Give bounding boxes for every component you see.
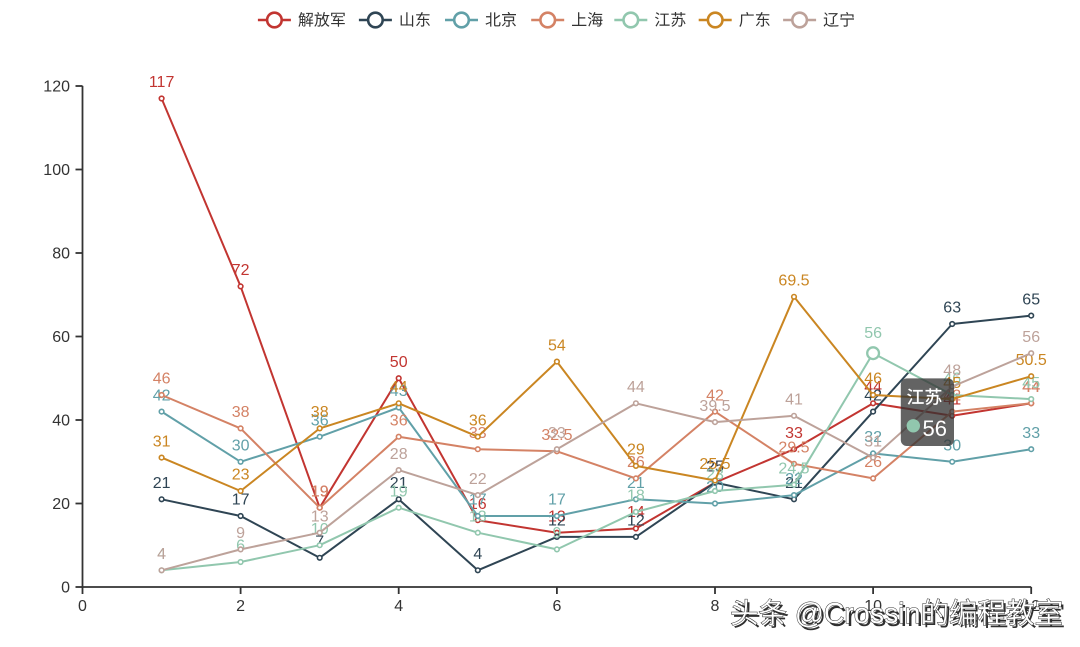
svg-text:25.5: 25.5: [699, 456, 730, 473]
svg-text:6: 6: [236, 538, 245, 555]
svg-text:6: 6: [552, 598, 561, 615]
svg-text:17: 17: [232, 492, 250, 509]
svg-text:12: 12: [627, 513, 645, 530]
svg-text:19: 19: [311, 483, 329, 500]
svg-text:41: 41: [785, 392, 803, 409]
svg-text:@Crossin: @Crossin: [795, 598, 921, 630]
svg-text:17: 17: [469, 492, 487, 509]
svg-text:21: 21: [153, 475, 171, 492]
svg-text:54: 54: [548, 337, 566, 354]
svg-text:56: 56: [923, 416, 947, 441]
svg-text:45: 45: [1022, 375, 1040, 392]
svg-text:21: 21: [627, 475, 645, 492]
svg-text:40: 40: [52, 413, 70, 430]
svg-text:120: 120: [43, 79, 70, 96]
svg-text:50: 50: [390, 354, 408, 371]
svg-text:4: 4: [157, 546, 166, 563]
svg-text:18: 18: [627, 488, 645, 505]
svg-text:48: 48: [943, 362, 961, 379]
svg-text:21: 21: [390, 475, 408, 492]
svg-text:33: 33: [548, 425, 566, 442]
svg-text:23: 23: [232, 467, 250, 484]
svg-text:63: 63: [943, 300, 961, 317]
svg-text:42: 42: [706, 387, 724, 404]
svg-text:8: 8: [711, 598, 720, 615]
svg-text:36: 36: [390, 412, 408, 429]
svg-text:44: 44: [627, 379, 645, 396]
svg-text:17: 17: [548, 492, 566, 509]
svg-text:29: 29: [627, 442, 645, 459]
svg-text:13: 13: [469, 508, 487, 525]
svg-text:24.5: 24.5: [778, 460, 809, 477]
svg-text:19: 19: [390, 483, 408, 500]
svg-text:36: 36: [469, 412, 487, 429]
svg-text:@Crossin: @Crossin: [797, 601, 923, 633]
svg-text:4: 4: [157, 546, 166, 563]
svg-text:44: 44: [390, 379, 408, 396]
svg-text:44: 44: [864, 379, 882, 396]
svg-text:32.5: 32.5: [541, 427, 572, 444]
svg-text:9: 9: [552, 525, 561, 542]
svg-text:4: 4: [473, 546, 482, 563]
svg-text:10: 10: [864, 598, 882, 615]
svg-text:100: 100: [43, 162, 70, 179]
svg-text:@Crossin: @Crossin: [795, 598, 921, 630]
svg-text:22: 22: [469, 471, 487, 488]
svg-text:43: 43: [390, 383, 408, 400]
svg-text:32: 32: [864, 429, 882, 446]
svg-text:60: 60: [52, 329, 70, 346]
svg-text:13: 13: [311, 508, 329, 525]
svg-text:22: 22: [785, 471, 803, 488]
svg-text:0: 0: [78, 598, 87, 615]
svg-text:29.5: 29.5: [778, 440, 809, 457]
svg-text:31: 31: [864, 433, 882, 450]
svg-text:26: 26: [864, 454, 882, 471]
svg-text:7: 7: [315, 534, 324, 551]
svg-text:19: 19: [311, 483, 329, 500]
svg-text:56: 56: [864, 325, 882, 342]
svg-text:65: 65: [1022, 291, 1040, 308]
svg-text:33: 33: [785, 425, 803, 442]
svg-text:46: 46: [153, 371, 171, 388]
svg-text:56: 56: [1022, 329, 1040, 346]
svg-text:28: 28: [390, 446, 408, 463]
svg-text:69.5: 69.5: [778, 273, 809, 290]
svg-text:46: 46: [864, 371, 882, 388]
svg-text:36: 36: [311, 412, 329, 429]
svg-text:30: 30: [232, 438, 250, 455]
svg-text:20: 20: [52, 496, 70, 513]
svg-text:38: 38: [311, 404, 329, 421]
svg-text:44: 44: [1022, 379, 1040, 396]
svg-text:33: 33: [469, 425, 487, 442]
svg-text:44: 44: [1022, 379, 1040, 396]
svg-text:0: 0: [61, 580, 70, 597]
svg-text:39.5: 39.5: [699, 398, 730, 415]
svg-text:38: 38: [232, 404, 250, 421]
svg-text:31: 31: [153, 433, 171, 450]
svg-text:33: 33: [1022, 425, 1040, 442]
svg-text:72: 72: [232, 262, 250, 279]
svg-text:4: 4: [394, 598, 403, 615]
svg-text:9: 9: [236, 525, 245, 542]
svg-text:80: 80: [52, 246, 70, 263]
svg-text:2: 2: [236, 598, 245, 615]
svg-text:117: 117: [149, 74, 175, 91]
